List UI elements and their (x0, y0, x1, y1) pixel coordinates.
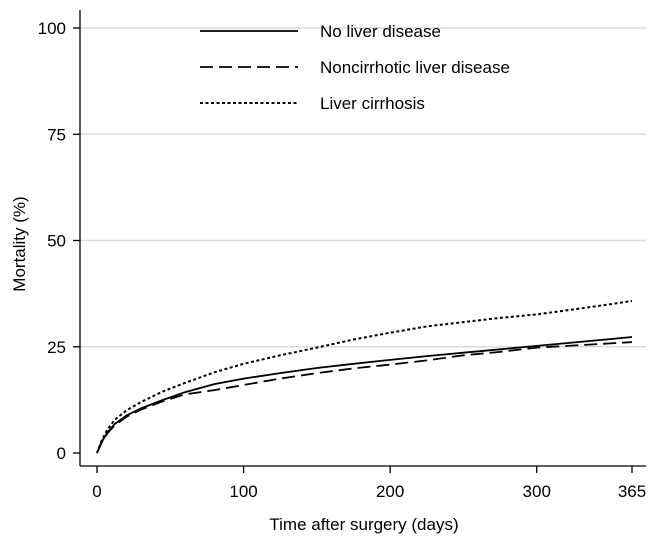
x-tick-label: 100 (229, 482, 257, 501)
y-ticks: 0 25 50 75 100 (38, 19, 80, 463)
x-tick-label: 365 (618, 482, 646, 501)
series-lines (96, 299, 633, 454)
series-line-no-liver-disease (96, 336, 633, 454)
y-tick-label: 50 (47, 232, 66, 251)
y-tick-label: 25 (47, 338, 66, 357)
x-axis-title: Time after surgery (days) (269, 515, 458, 534)
x-tick-label: 300 (523, 482, 551, 501)
y-tick-label: 75 (47, 125, 66, 144)
y-tick-label: 0 (57, 444, 66, 463)
axes (79, 10, 646, 467)
x-tick-label: 0 (92, 482, 101, 501)
x-tick-label: 200 (376, 482, 404, 501)
y-tick-label: 100 (38, 19, 66, 38)
y-axis-title: Mortality (%) (10, 196, 29, 291)
legend-label: Noncirrhotic liver disease (320, 58, 510, 77)
series-line-noncirrhotic-liver-disease (96, 341, 633, 454)
legend-label: Liver cirrhosis (320, 94, 425, 113)
series-line-liver-cirrhosis (96, 299, 633, 454)
legend: No liver disease Noncirrhotic liver disea… (200, 22, 510, 113)
legend-label: No liver disease (320, 22, 441, 41)
x-ticks: 0 100 200 300 365 (92, 466, 646, 501)
